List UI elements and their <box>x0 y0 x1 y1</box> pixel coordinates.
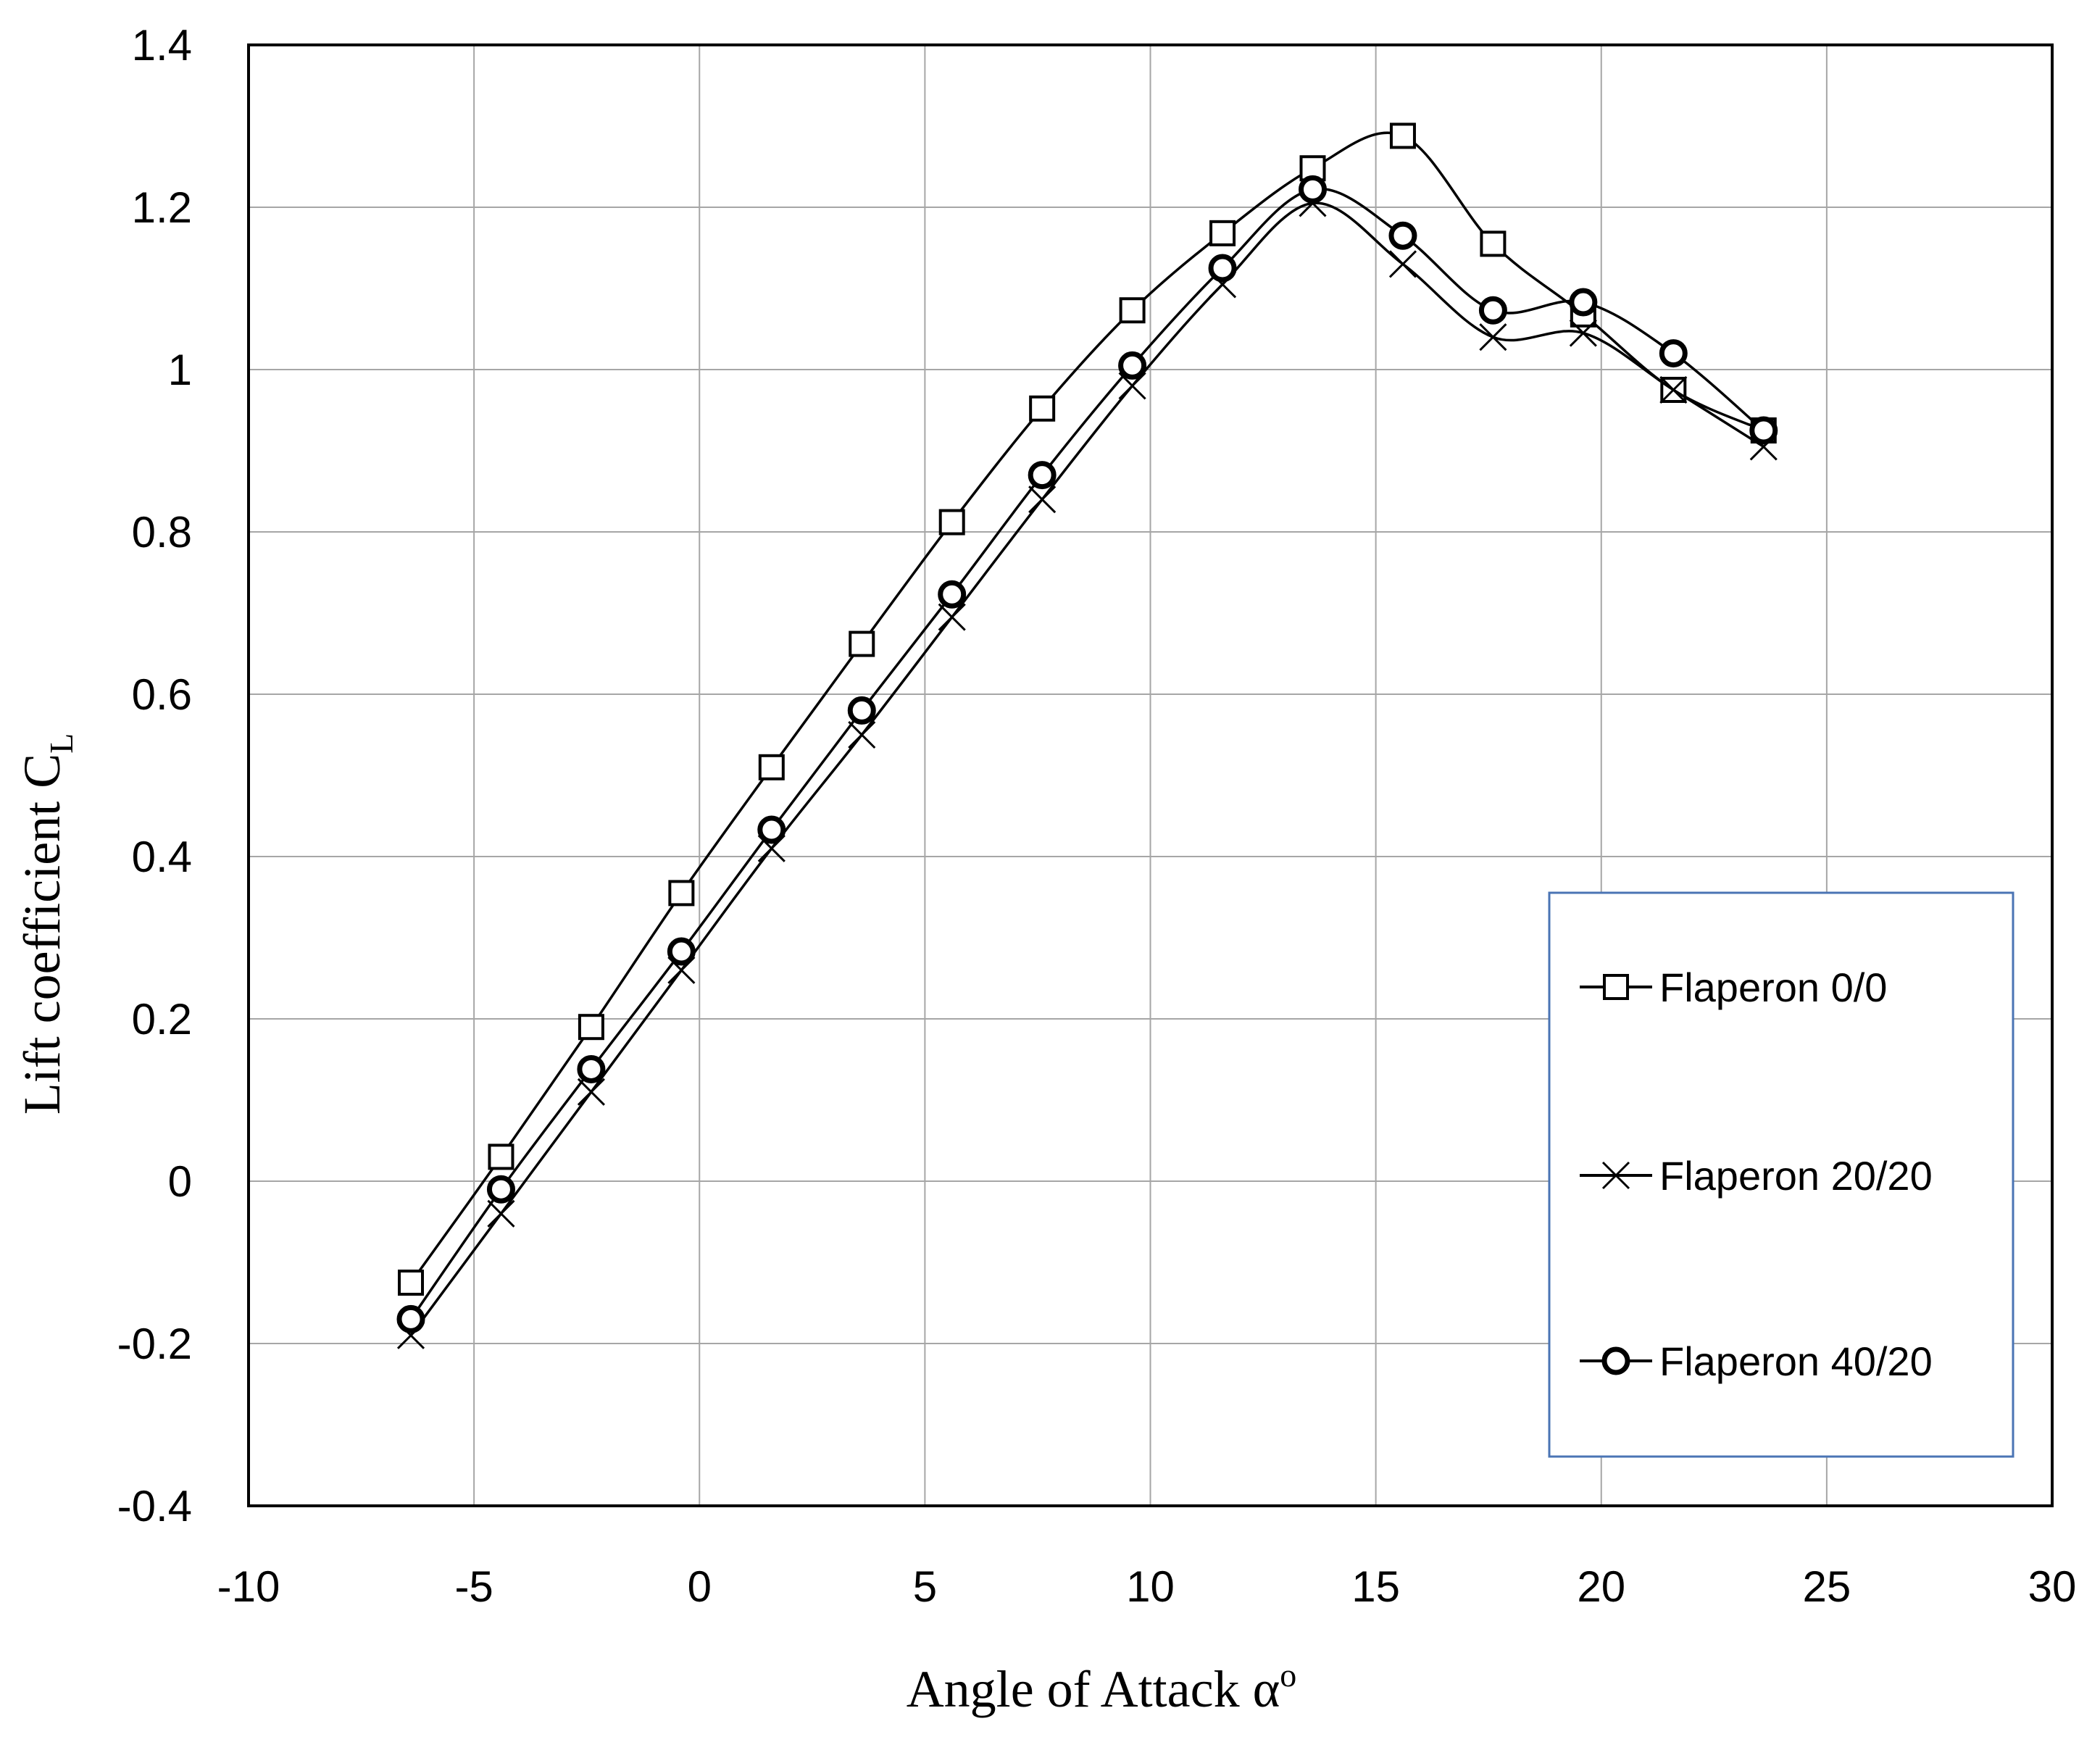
x-tick-label: 25 <box>1803 1562 1851 1611</box>
x-tick-label: 5 <box>913 1562 937 1611</box>
x-tick-label: -10 <box>217 1562 280 1611</box>
x-tick-label: 15 <box>1351 1562 1400 1611</box>
tick-labels: -10 -5 0 5 10 15 20 25 30 -0.4 -0.2 0 0.2 0.4 0.6 0.8 1 1… <box>117 21 2077 1611</box>
x-marker <box>848 720 876 749</box>
y-tick-label: 0.4 <box>132 833 192 881</box>
y-tick-label: 0.6 <box>132 670 192 719</box>
legend-label: Flaperon 20/20 <box>1659 1153 1933 1199</box>
square-marker <box>1029 395 1056 422</box>
square-marker <box>578 1014 604 1041</box>
circle-marker <box>757 815 786 844</box>
y-tick-label: 1 <box>168 346 192 394</box>
legend-item-1: Flaperon 0/0 <box>1580 965 1887 1010</box>
circle-marker <box>577 1054 606 1083</box>
x-axis-title: Angle of Attack αo <box>907 1657 1297 1718</box>
x-marker <box>1659 375 1688 404</box>
square-marker <box>1389 122 1416 149</box>
y-tick-label: 0.8 <box>132 508 192 557</box>
x-tick-label: 20 <box>1577 1562 1625 1611</box>
x-marker <box>1601 1161 1630 1190</box>
x-marker <box>1479 323 1507 351</box>
circle-marker <box>1028 461 1057 490</box>
series-3 <box>396 175 1778 1333</box>
square-marker <box>398 1270 425 1296</box>
y-tick-label: -0.4 <box>117 1482 192 1530</box>
x-tick-label: -5 <box>454 1562 493 1611</box>
y-tick-label: 0 <box>168 1157 192 1206</box>
square-marker <box>668 880 695 907</box>
y-tick-label: 1.4 <box>132 21 192 70</box>
circle-marker <box>1118 351 1147 380</box>
square-marker <box>938 509 965 536</box>
circle-marker <box>1478 296 1507 325</box>
x-tick-label: 0 <box>688 1562 712 1611</box>
x-marker <box>577 1078 605 1106</box>
x-marker <box>1388 250 1417 278</box>
circle-marker <box>486 1175 515 1204</box>
square-marker <box>849 630 875 657</box>
circle-marker <box>1388 221 1417 250</box>
series-line <box>409 201 1764 1336</box>
square-marker <box>1119 297 1146 324</box>
circle-marker <box>667 937 696 966</box>
legend-item-3: Flaperon 40/20 <box>1580 1338 1933 1384</box>
circle-marker <box>1569 288 1598 317</box>
circle-marker <box>396 1304 425 1333</box>
x-marker <box>1028 486 1057 514</box>
y-tick-label: 0.2 <box>132 995 192 1044</box>
x-tick-label: 10 <box>1126 1562 1175 1611</box>
circle-marker <box>938 580 967 609</box>
square-marker <box>758 754 785 780</box>
circle-marker <box>847 696 876 725</box>
legend-label: Flaperon 0/0 <box>1659 965 1887 1010</box>
circle-marker <box>1299 175 1328 204</box>
chart-legend: Flaperon 0/0 Flaperon 20/20 Flaperon 40/20 <box>1548 891 2014 1458</box>
data-series <box>396 122 1778 1349</box>
square-marker <box>1603 974 1629 1000</box>
square-marker <box>488 1144 514 1170</box>
legend-label: Flaperon 40/20 <box>1659 1338 1933 1384</box>
square-marker <box>1209 220 1236 246</box>
legend-item-2: Flaperon 20/20 <box>1580 1153 1933 1199</box>
x-marker <box>938 603 966 631</box>
plot-area-border <box>247 43 2054 1507</box>
circle-marker <box>1208 254 1237 283</box>
x-tick-label: 30 <box>2028 1562 2077 1611</box>
x-marker <box>1569 319 1597 347</box>
circle-marker <box>1749 416 1778 445</box>
circle-marker <box>1601 1346 1630 1375</box>
y-axis-title: Lift coefficient CL <box>13 733 80 1115</box>
y-tick-label: 1.2 <box>132 183 192 232</box>
square-marker <box>1480 230 1507 257</box>
x-marker <box>487 1199 515 1228</box>
circle-marker <box>1659 339 1688 368</box>
y-tick-label: -0.2 <box>117 1320 192 1368</box>
